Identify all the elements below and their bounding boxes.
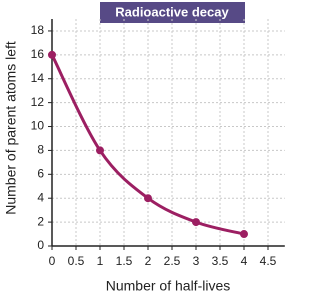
y-tick-label: 2 (37, 214, 44, 228)
y-tick-label: 12 (31, 95, 45, 109)
data-line (50, 54, 245, 236)
x-tick-label: 4 (241, 254, 248, 268)
y-tick-label: 0 (37, 238, 44, 252)
y-tick-label: 6 (37, 166, 44, 180)
x-tick-label: 2 (145, 254, 152, 268)
data-point (48, 50, 56, 59)
x-tick-label: 4.5 (260, 254, 277, 268)
x-tick-label: 2.5 (164, 254, 181, 268)
x-tick-label: 0 (49, 254, 56, 268)
y-tick-label: 4 (37, 190, 44, 204)
title-box (100, 2, 245, 23)
data-point (192, 218, 200, 227)
data-point (240, 230, 248, 239)
x-tick-label: 3 (193, 254, 200, 268)
data-point (96, 146, 104, 155)
y-axis-label: Number of parent atoms left (3, 41, 19, 215)
y-tick-label: 16 (31, 47, 45, 61)
y-tick-label: 14 (31, 71, 45, 85)
x-axis-label: Number of half-lives (106, 278, 231, 294)
x-tick-label: 1 (97, 254, 104, 268)
y-tick-label: 10 (31, 119, 45, 133)
data-point (144, 194, 152, 203)
chart-title: Radioactive decay (115, 4, 229, 19)
y-tick-label: 8 (37, 143, 44, 157)
x-tick-label: 3.5 (212, 254, 229, 268)
chart: Radioactive decay Number of half-lives N… (3, 2, 285, 294)
x-tick-label: 0.5 (68, 254, 85, 268)
x-tick-label: 1.5 (116, 254, 133, 268)
y-tick-label: 18 (31, 23, 45, 37)
